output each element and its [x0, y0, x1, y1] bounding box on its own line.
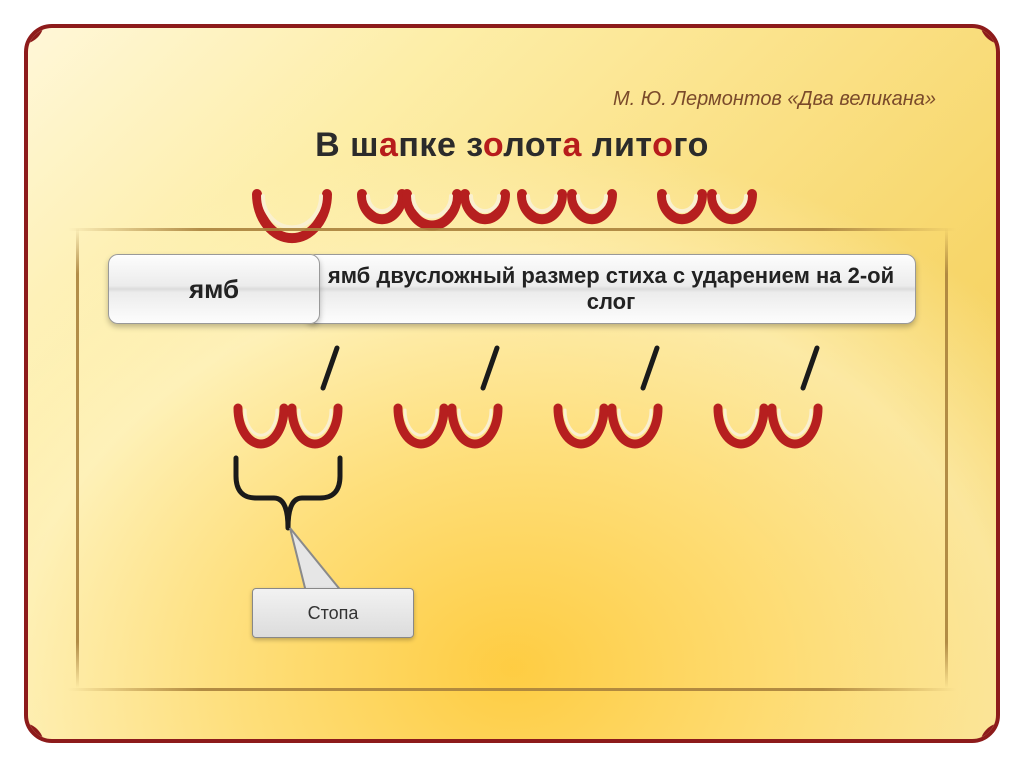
source-caption: М. Ю. Лермонтов «Два великана»: [613, 88, 936, 111]
verse-title: В шапке золота литого: [28, 126, 996, 165]
rule-line-bottom: [68, 688, 956, 691]
definition-row: ямб ямб двусложный размер стиха с ударен…: [108, 254, 916, 324]
frame-corner-bl: [24, 723, 44, 743]
rule-line-left: [76, 228, 79, 688]
meter-name-pill: ямб: [108, 254, 320, 324]
decorative-frame: М. Ю. Лермонтов «Два великана» В шапке з…: [24, 24, 1000, 743]
frame-corner-tr: [980, 24, 1000, 44]
rule-line-top: [68, 228, 956, 231]
meter-definition-pill: ямб двусложный размер стиха с ударением …: [306, 254, 916, 324]
frame-corner-tl: [24, 24, 44, 44]
frame-corner-br: [980, 723, 1000, 743]
slide-canvas: М. Ю. Лермонтов «Два великана» В шапке з…: [0, 0, 1024, 767]
foot-label-callout: Стопа: [252, 588, 414, 638]
callout-arrow-icon: [286, 526, 366, 596]
meter-scheme-diagram: [228, 348, 788, 468]
rule-line-right: [945, 228, 948, 688]
